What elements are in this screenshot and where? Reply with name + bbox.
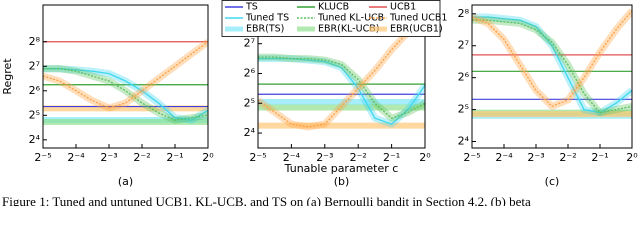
- legend-label: UCB1: [390, 2, 416, 13]
- tuned-line: [43, 41, 208, 109]
- y-tick-label: 2⁷: [458, 39, 469, 52]
- tuned-line: [258, 56, 425, 119]
- y-tick-label: 2⁸: [29, 35, 41, 48]
- y-tick-label: 2⁵: [244, 96, 255, 109]
- legend-label: EBR(KL-UCB): [318, 24, 379, 35]
- x-tick-label: 2⁻¹: [166, 151, 183, 164]
- y-tick-label: 2⁸: [458, 7, 470, 20]
- tuned-line: [472, 10, 632, 108]
- legend-label: EBR(TS): [246, 24, 284, 35]
- y-tick-label: 2⁶: [458, 71, 470, 84]
- y-tick-label: 2⁴: [29, 133, 41, 146]
- figure: Figure 1: Tuned and untuned UCB1, KL-UCB…: [1, 0, 638, 206]
- plot-frame: [471, 4, 633, 149]
- x-tick-label: 2⁻²: [350, 151, 367, 164]
- y-tick-label: 2⁶: [29, 84, 41, 97]
- panel-label: (b): [334, 175, 350, 188]
- plot-frame: [42, 4, 209, 149]
- x-tick-label: 2⁻⁵: [463, 151, 480, 164]
- x-tick-label: 2⁻³: [527, 151, 544, 164]
- x-tick-label: 2⁻⁵: [249, 151, 266, 164]
- y-tick-label: 2⁵: [458, 103, 469, 116]
- plot: [472, 8, 632, 119]
- tuned-band: [472, 8, 632, 110]
- x-tick-label: 2⁰: [202, 151, 214, 164]
- y-tick-label: 2⁷: [29, 59, 40, 72]
- tuned-line: [472, 19, 632, 114]
- y-tick-label: 2⁵: [29, 108, 40, 121]
- tuned-line: [472, 16, 632, 114]
- tuned-line: [43, 68, 208, 121]
- x-tick-label: 2⁻⁴: [67, 151, 85, 164]
- x-tick-label: 2⁻⁴: [495, 151, 513, 164]
- x-tick-label: 2⁻¹: [383, 151, 400, 164]
- legend-label: KLUCB: [318, 2, 349, 13]
- y-axis-label: Regret: [1, 58, 14, 95]
- x-tick-label: 2⁻³: [316, 151, 333, 164]
- x-tick-label: 2⁻¹: [591, 151, 608, 164]
- x-tick-label: 2⁻⁵: [34, 151, 51, 164]
- y-tick-label: 2⁶: [244, 66, 256, 79]
- legend-box: [221, 0, 441, 37]
- panel-label: (a): [118, 175, 133, 188]
- x-tick-label: 2⁻²: [559, 151, 576, 164]
- legend-label: Tuned KL-UCB: [317, 13, 384, 24]
- x-axis-label: Tunable parameter c: [284, 162, 399, 175]
- tuned-band: [43, 38, 208, 112]
- tuned-band: [43, 65, 208, 124]
- x-tick-label: 2⁰: [419, 151, 431, 164]
- y-tick-label: 2⁷: [244, 37, 255, 50]
- legend-label: Tuned UCB1: [389, 13, 447, 24]
- caption: Figure 1: Tuned and untuned UCB1, KL-UCB…: [2, 194, 531, 206]
- legend-label: TS: [245, 2, 258, 13]
- x-tick-label: 2⁻⁴: [283, 151, 301, 164]
- x-tick-label: 2⁻²: [133, 151, 150, 164]
- panel-label: (c): [545, 175, 560, 188]
- x-tick-label: 2⁰: [626, 151, 638, 164]
- x-tick-label: 2⁻³: [100, 151, 117, 164]
- tuned-line: [258, 13, 425, 128]
- plot: [43, 38, 208, 125]
- legend-label: Tuned TS: [245, 13, 289, 24]
- legend-label: EBR(UCB1): [390, 24, 443, 35]
- y-tick-label: 2⁴: [244, 126, 256, 139]
- tuned-line: [258, 57, 425, 125]
- y-tick-label: 2⁴: [458, 135, 470, 148]
